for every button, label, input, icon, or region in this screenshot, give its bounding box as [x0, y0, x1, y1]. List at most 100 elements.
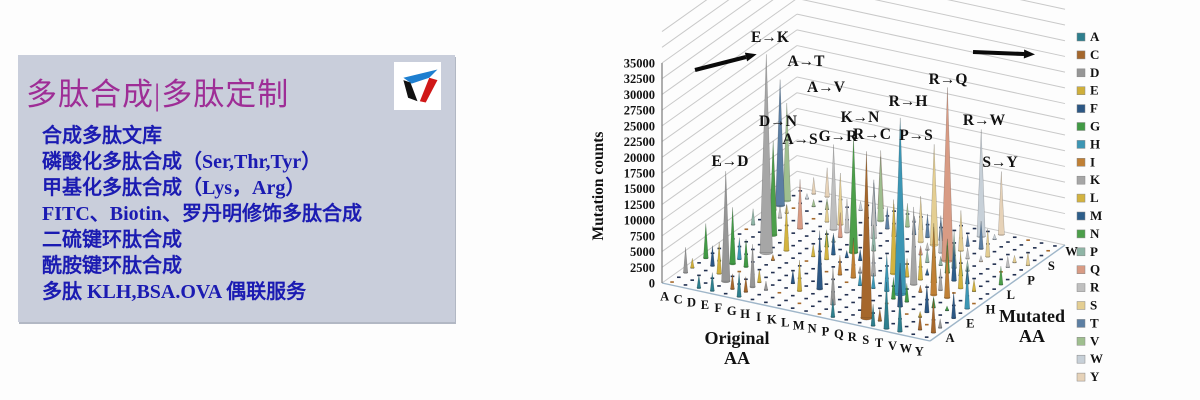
service-item[interactable]: FITC、Biotin、罗丹明修饰多肽合成 [42, 203, 363, 225]
svg-text:G→R: G→R [819, 128, 859, 145]
legend-swatch [1076, 247, 1086, 257]
spike [858, 201, 863, 211]
spike [985, 228, 991, 257]
spike [877, 156, 885, 221]
spike [930, 226, 938, 296]
legend-swatch [1076, 211, 1086, 221]
svg-text:K: K [767, 313, 777, 327]
peptide-service-panel: 多肽合成|多肽定制 合成多肽文库 磷酸化多肽合成（Ser,Thr,Tyr） 甲基… [18, 55, 455, 322]
spike [965, 247, 970, 259]
svg-text:R→H: R→H [889, 93, 928, 110]
arrow-icon [1023, 49, 1035, 59]
spike [925, 213, 930, 238]
spike [716, 242, 722, 274]
svg-text:Mutation counts: Mutation counts [590, 132, 607, 241]
svg-text:K→N: K→N [841, 109, 880, 126]
spike [924, 284, 930, 313]
svg-text:A: A [660, 289, 669, 303]
service-item[interactable]: 甲基化多肽合成（Lys，Arg） [42, 177, 306, 199]
legend-swatch [1076, 193, 1086, 203]
spike [844, 250, 849, 258]
legend-swatch [1076, 229, 1086, 239]
svg-text:L: L [1007, 288, 1015, 302]
service-item[interactable]: 二硫键环肽合成 [42, 229, 182, 251]
spike [824, 231, 830, 260]
spike [918, 284, 923, 293]
spike [897, 297, 903, 332]
spike [1005, 256, 1010, 268]
spike [951, 292, 957, 319]
legend-swatch [1076, 140, 1086, 149]
spike [1012, 255, 1017, 263]
service-item[interactable]: 合成多肽文库 [42, 125, 162, 147]
spike [782, 103, 791, 201]
legend-swatch [1076, 372, 1086, 382]
svg-text:2500: 2500 [630, 261, 655, 275]
spike [998, 266, 1004, 285]
svg-text:M: M [1090, 208, 1102, 223]
spike [870, 304, 876, 326]
spike [1025, 251, 1031, 266]
svg-text:D→N: D→N [759, 113, 797, 130]
svg-text:AA: AA [1019, 326, 1045, 346]
svg-text:G: G [727, 304, 737, 318]
spike [871, 272, 876, 289]
spike [904, 283, 910, 302]
spike [883, 281, 890, 329]
svg-text:A: A [1090, 29, 1100, 44]
legend-swatch [1076, 265, 1086, 274]
spike [796, 260, 803, 292]
spike [824, 202, 830, 222]
spike [976, 129, 986, 237]
svg-text:Y: Y [1090, 369, 1100, 384]
svg-text:0: 0 [649, 277, 655, 291]
svg-text:R: R [848, 330, 858, 344]
svg-text:32500: 32500 [624, 72, 655, 86]
spike [844, 198, 850, 233]
svg-text:G: G [1090, 119, 1100, 134]
spike [721, 171, 731, 282]
direction-arrows [694, 49, 1035, 72]
svg-text:7500: 7500 [630, 229, 655, 243]
svg-text:P: P [1090, 244, 1098, 259]
legend-swatch [1076, 86, 1086, 95]
panel-title[interactable]: 多肽合成|多肽定制 [26, 77, 290, 112]
svg-text:E→K: E→K [751, 29, 789, 46]
spike [811, 177, 816, 194]
svg-text:M: M [793, 318, 805, 332]
spike [858, 249, 863, 261]
spike [938, 268, 943, 291]
spike [837, 255, 843, 275]
svg-text:F: F [714, 301, 722, 315]
service-item[interactable]: 多肽 KLH,BSA.OVA 偶联服务 [42, 281, 307, 303]
spike [690, 258, 695, 268]
legend-swatch [1076, 122, 1086, 131]
svg-text:15000: 15000 [624, 182, 655, 196]
legend-swatch [1076, 175, 1086, 185]
spike [743, 239, 749, 267]
spike [909, 206, 918, 285]
spike [938, 222, 944, 253]
spike [829, 144, 838, 230]
service-item[interactable]: 磷酸化多肽合成（Ser,Thr,Tyr） [42, 151, 322, 173]
spike [797, 179, 804, 229]
spike [848, 136, 859, 253]
svg-text:V: V [888, 339, 897, 353]
spike [763, 280, 769, 291]
spike [830, 232, 836, 255]
spike [811, 199, 816, 207]
company-logo[interactable] [394, 62, 441, 110]
spike [904, 258, 910, 277]
spike [730, 273, 735, 290]
spike [683, 247, 689, 273]
svg-text:P: P [1027, 274, 1035, 288]
svg-text:L: L [781, 316, 789, 330]
service-item[interactable]: 酰胺键环肽合成 [42, 255, 182, 277]
spike [703, 223, 709, 259]
svg-text:Q: Q [1090, 262, 1100, 277]
